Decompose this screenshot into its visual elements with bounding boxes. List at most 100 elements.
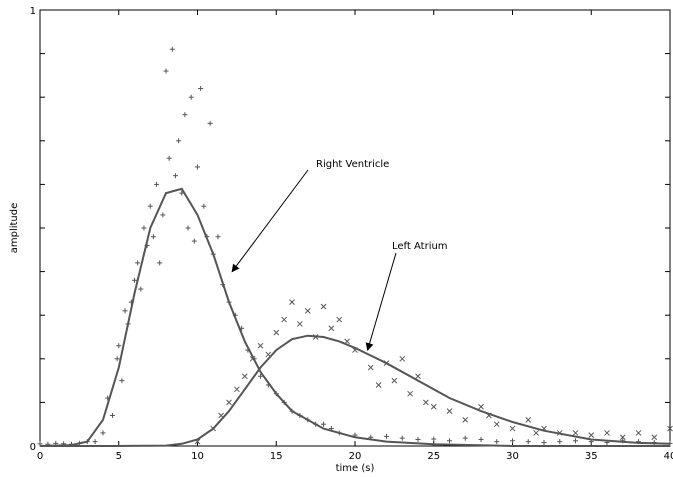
sample-point-right-ventricle <box>144 242 150 248</box>
sample-point-left-atrium <box>446 408 453 414</box>
sample-point-right-ventricle <box>604 440 610 446</box>
sample-point-left-atrium <box>367 364 374 371</box>
sample-point-left-atrium <box>328 325 335 332</box>
sample-point-left-atrium <box>525 416 532 423</box>
sample-point-left-atrium <box>667 425 673 432</box>
sample-point-left-atrium <box>572 430 579 436</box>
sample-point-right-ventricle <box>166 155 172 161</box>
sample-point-left-atrium <box>399 355 406 362</box>
sample-point-right-ventricle <box>352 432 358 438</box>
sample-point-right-ventricle <box>147 203 153 209</box>
annotations: Right Ventricle Left Atrium <box>231 159 448 352</box>
sample-point-right-ventricle <box>122 308 128 314</box>
sample-point-right-ventricle <box>289 408 295 414</box>
sample-point-right-ventricle <box>201 203 207 209</box>
sample-point-left-atrium <box>375 382 382 388</box>
annotation-label: Left Atrium <box>392 241 448 252</box>
sample-point-right-ventricle <box>176 138 182 144</box>
sample-point-right-ventricle <box>478 436 484 442</box>
x-tick-label: 35 <box>585 451 598 462</box>
sample-point-left-atrium <box>210 425 217 432</box>
sample-point-right-ventricle <box>336 430 342 436</box>
sample-point-left-atrium <box>415 373 421 380</box>
sample-point-right-ventricle <box>109 412 115 418</box>
sample-point-left-atrium <box>241 373 248 380</box>
sample-point-right-ventricle <box>179 190 185 196</box>
sample-point-left-atrium <box>226 399 232 406</box>
sample-point-right-ventricle <box>510 438 515 444</box>
sample-point-left-atrium <box>619 434 626 441</box>
sample-point-left-atrium <box>312 334 319 340</box>
sample-point-left-atrium <box>541 425 547 432</box>
x-tick-label: 10 <box>191 451 204 462</box>
sample-point-right-ventricle <box>132 277 137 283</box>
sample-point-right-ventricle <box>195 164 200 170</box>
sample-point-right-ventricle <box>573 438 578 444</box>
sample-point-right-ventricle <box>157 260 163 266</box>
sample-point-right-ventricle <box>399 435 405 441</box>
sample-point-right-ventricle <box>215 234 221 240</box>
sample-point-right-ventricle <box>258 373 263 379</box>
sample-point-right-ventricle <box>138 286 144 292</box>
sample-point-right-ventricle <box>84 439 90 445</box>
sample-point-left-atrium <box>588 432 595 438</box>
sample-point-right-ventricle <box>92 439 98 445</box>
x-tick-label: 15 <box>270 451 283 462</box>
sample-point-right-ventricle <box>116 343 122 349</box>
x-tick-label: 40 <box>664 451 673 462</box>
y-axis-ticks: 01 <box>30 6 670 453</box>
sample-point-right-ventricle <box>45 441 51 447</box>
sample-point-left-atrium <box>391 377 398 384</box>
sample-point-right-ventricle <box>297 412 303 418</box>
sample-point-right-ventricle <box>384 433 389 439</box>
sample-point-right-ventricle <box>141 225 147 231</box>
sample-point-left-atrium <box>651 434 658 441</box>
sample-point-right-ventricle <box>232 312 238 318</box>
sample-point-right-ventricle <box>100 430 106 436</box>
sample-point-left-atrium <box>265 351 272 358</box>
sample-point-left-atrium <box>297 321 303 327</box>
x-tick-label: 30 <box>506 451 519 462</box>
sample-point-right-ventricle <box>61 441 67 447</box>
sample-point-right-ventricle <box>172 173 178 179</box>
sample-point-left-atrium <box>430 403 437 410</box>
sample-point-right-ventricle <box>160 212 166 218</box>
sample-point-right-ventricle <box>207 120 213 126</box>
sample-point-left-atrium <box>344 338 350 345</box>
sample-point-right-ventricle <box>525 439 531 445</box>
sample-point-right-ventricle <box>273 391 279 397</box>
sample-point-left-atrium <box>635 430 642 436</box>
x-tick-label: 5 <box>116 451 122 462</box>
sample-point-left-atrium <box>486 412 492 419</box>
sample-point-left-atrium <box>604 430 610 436</box>
sample-point-right-ventricle <box>185 225 191 231</box>
sample-point-right-ventricle <box>636 439 641 445</box>
sample-point-right-ventricle <box>265 382 271 388</box>
x-tick-label: 20 <box>349 451 362 462</box>
sample-point-left-atrium <box>352 347 358 353</box>
sample-point-right-ventricle <box>105 395 111 401</box>
sample-point-left-atrium <box>336 316 343 323</box>
sample-point-right-ventricle <box>198 85 204 91</box>
sample-point-right-ventricle <box>53 440 59 446</box>
sample-point-right-ventricle <box>182 112 188 118</box>
sample-point-right-ventricle <box>415 436 421 442</box>
sample-point-right-ventricle <box>37 441 43 447</box>
sample-point-right-ventricle <box>114 356 120 362</box>
sample-point-right-ventricle <box>220 282 226 288</box>
fitted-curves <box>39 187 671 447</box>
sample-point-left-atrium <box>234 386 240 393</box>
sample-point-right-ventricle <box>119 378 125 384</box>
sample-point-right-ventricle <box>191 238 197 244</box>
sample-point-right-ventricle <box>245 347 251 353</box>
sample-point-right-ventricle <box>169 46 175 52</box>
sample-point-left-atrium <box>462 416 469 423</box>
sample-point-right-ventricle <box>226 299 232 305</box>
sample-point-right-ventricle <box>368 434 374 440</box>
fit-curve-left-atrium <box>40 334 671 447</box>
sample-point-right-ventricle <box>210 251 216 257</box>
annotation-label: Right Ventricle <box>316 159 389 170</box>
sample-point-right-ventricle <box>667 440 673 446</box>
sample-point-right-ventricle <box>76 440 82 446</box>
